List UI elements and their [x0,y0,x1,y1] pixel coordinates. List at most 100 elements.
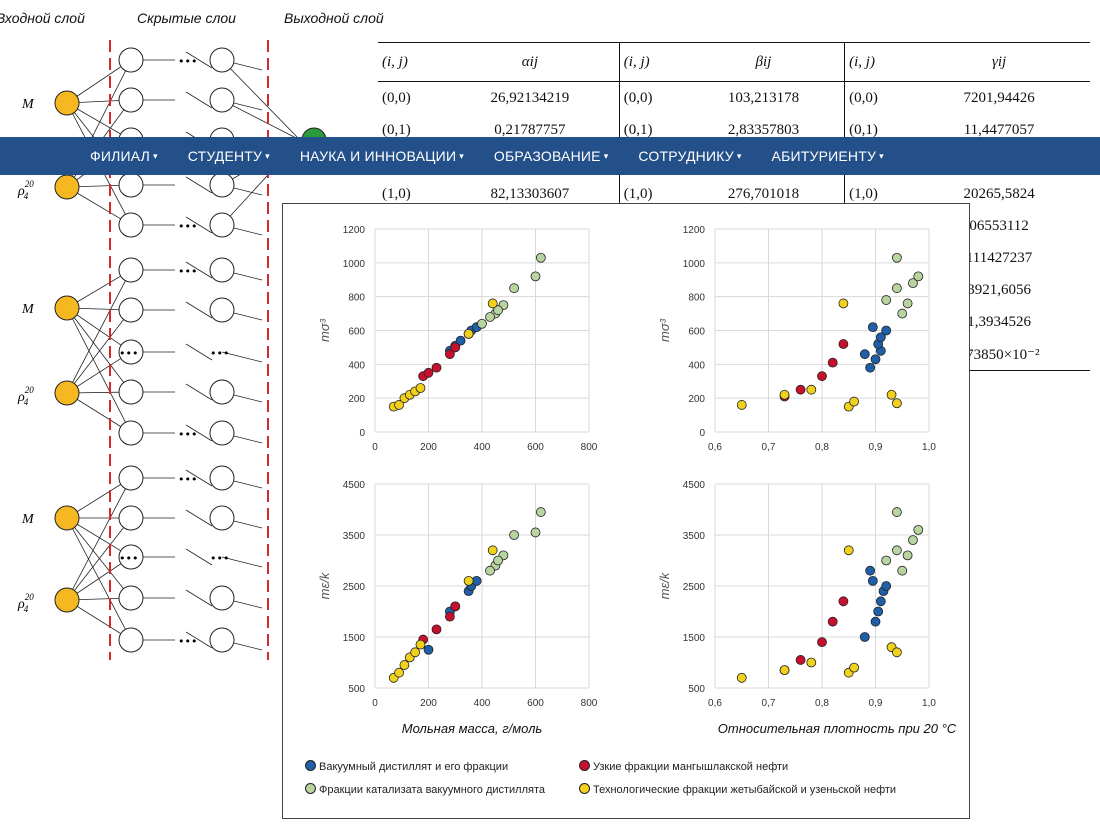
hidden-neuron [118,627,144,653]
data-point [415,639,426,650]
y-tick-label: 600 [688,327,705,338]
y-tick-label: 1000 [343,259,366,270]
data-point [867,322,878,333]
connection-line [66,599,132,641]
data-point [881,295,892,305]
legend-label: Вакуумный дистиллят и его фракции [319,761,509,773]
rho-superscript: 20 [25,592,35,602]
hidden-neuron [209,420,235,446]
connection-line [221,351,263,363]
table-cell: 7201,94426 [963,89,1035,106]
data-point [463,328,474,339]
data-point [908,535,918,546]
connection-line [66,59,132,104]
y-tick-label: 500 [348,684,365,695]
chevron-down-icon: ▾ [603,151,609,161]
input-label-rho: ρ20 4 [17,179,34,201]
y-tick-label: 600 [348,327,365,338]
data-point [892,398,902,409]
y-tick-label: 0 [359,428,365,439]
x-tick-label: 1,0 [922,442,936,453]
x-tick-label: 0,8 [815,698,829,709]
ellipsis-icon: ••• [178,55,197,68]
ellipsis-icon: ••• [178,265,197,278]
connection-line [66,392,132,434]
nav-item-label: ОБРАЗОВАНИЕ [493,148,601,164]
hidden-neuron [118,257,144,283]
input-layer-title: Входной слой [0,10,85,26]
nav-item-label: ФИЛИАЛ [90,148,150,164]
table-cell: 82,13303607 [490,185,570,202]
data-point [463,575,474,586]
y-tick-label: 1200 [343,225,366,236]
y-tick-label: 2500 [343,582,366,593]
x-tick-label: 200 [420,698,437,709]
connection-line [185,469,213,487]
y-tick-label: 1500 [683,633,706,644]
data-point [892,252,902,263]
table-cell: (0,0) [618,81,683,114]
table-cell: 1,3934526 [967,313,1031,330]
data-point [817,637,827,648]
table-cell: 3921,6056 [967,281,1031,298]
site-nav-bar: ФИЛИАЛ ▾ СТУДЕНТУ ▾ НАУКА И ИННОВАЦИИ ▾ ОБРАЗО… [0,137,1100,175]
hidden-neuron [118,505,144,531]
nav-item-3[interactable]: ОБРАЗОВАНИЕ ▾ [494,148,609,164]
ellipsis-icon: ••• [119,347,138,360]
ellipsis-icon: ••• [210,347,229,360]
data-point [838,596,849,607]
table-cell: (0,0) [844,81,909,114]
data-point [795,384,806,395]
rho-subscript: 4 [24,604,29,614]
data-point [873,606,884,617]
table-header-beta: βij [682,42,845,82]
x-tick-label: 0,6 [708,698,722,709]
y-tick-label: 2500 [683,582,706,593]
data-point [865,565,876,576]
rho-superscript: 20 [25,385,35,395]
legend-item-technological: Технологические фракции жетыбайской и уз… [579,783,896,796]
data-point [415,383,426,393]
hidden-neuron [118,172,144,198]
rho-subscript: 4 [24,191,29,201]
hidden-neuron [118,339,144,365]
nav-item-1[interactable]: СТУДЕНТУ ▾ [188,148,270,164]
table-cell: (0,1) [382,121,411,138]
nav-item-5[interactable]: АБИТУРИЕНТУ ▾ [772,148,884,164]
connection-line [185,301,213,319]
hidden-neuron [209,627,235,653]
y-tick-label: 400 [348,360,365,371]
data-point [865,362,876,373]
connection-line [66,477,132,601]
rho-symbol: ρ [17,390,25,405]
output-layer-title: Выходной слой [284,10,384,26]
legend-dot-icon [579,760,590,771]
data-point [870,616,881,627]
scatter-chart-2: 0 200 400 600 800 500 1500 2500 3500 4500 mε/k Моль… [317,480,598,736]
table-cell: (0,0) [382,89,411,106]
data-point [913,271,924,282]
data-point [881,325,892,336]
hidden-neuron [118,47,144,73]
data-point [859,349,870,360]
legend-dot-icon [579,783,590,794]
data-point [736,400,747,410]
data-point [399,660,410,670]
connection-line [66,517,132,601]
nav-item-4[interactable]: СОТРУДНИКУ ▾ [638,148,741,164]
connection-line [185,383,213,401]
connection-line [185,589,213,607]
connection-line [221,59,301,141]
nav-item-2[interactable]: НАУКА И ИННОВАЦИИ ▾ [300,148,464,164]
hidden-neuron [209,585,235,611]
legend-label: Фракции катализата вакуумного дистиллята [319,784,546,796]
rho-superscript: 20 [25,179,35,189]
data-point [394,667,404,678]
hidden-neuron [118,585,144,611]
data-point [450,342,461,353]
connection-line [66,517,132,599]
nav-item-0[interactable]: ФИЛИАЛ ▾ [90,148,158,164]
connection-line [221,99,301,141]
ellipsis-icon: ••• [178,473,197,486]
y-tick-label: 1000 [683,259,706,270]
